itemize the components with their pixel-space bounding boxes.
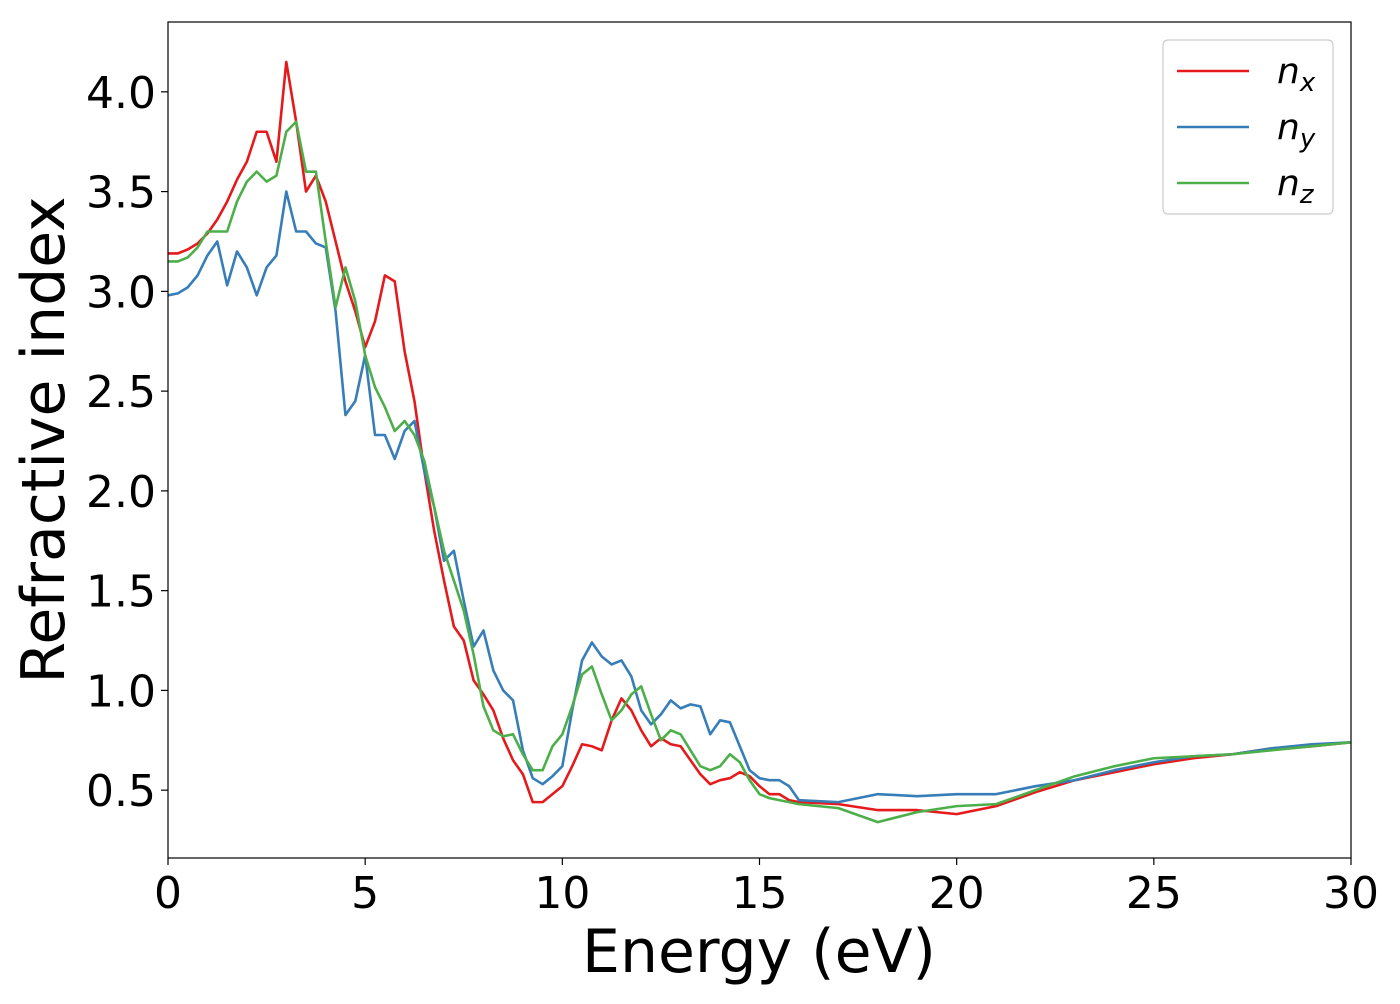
series-line: [168, 120, 1351, 824]
y-tick-label: 2.5: [86, 367, 156, 418]
x-tick-label: 5: [351, 868, 379, 919]
y-tick-label: 1.5: [86, 567, 156, 618]
x-tick-label: 10: [534, 868, 590, 919]
x-tick-label: 15: [732, 868, 788, 919]
x-tick-label: 25: [1126, 868, 1182, 919]
legend-label: ny: [1277, 107, 1316, 154]
y-axis-label: Refractive index: [9, 196, 79, 683]
x-axis-label: Energy (eV): [582, 917, 936, 987]
plot-frame: [167, 21, 1352, 859]
y-tick-label: 3.5: [86, 168, 156, 219]
legend-label: nx: [1277, 51, 1316, 98]
y-tick-label: 2.0: [86, 467, 156, 518]
x-tick-label: 20: [929, 868, 985, 919]
y-tick-label: 0.5: [86, 766, 156, 817]
y-tick-label: 1.0: [86, 666, 156, 717]
x-tick-label: 30: [1323, 868, 1379, 919]
series-line: [168, 190, 1351, 804]
legend-label: nz: [1277, 163, 1315, 210]
x-tick-label: 0: [154, 868, 182, 919]
y-tick-label: 4.0: [86, 68, 156, 119]
y-tick-label: 3.0: [86, 267, 156, 318]
